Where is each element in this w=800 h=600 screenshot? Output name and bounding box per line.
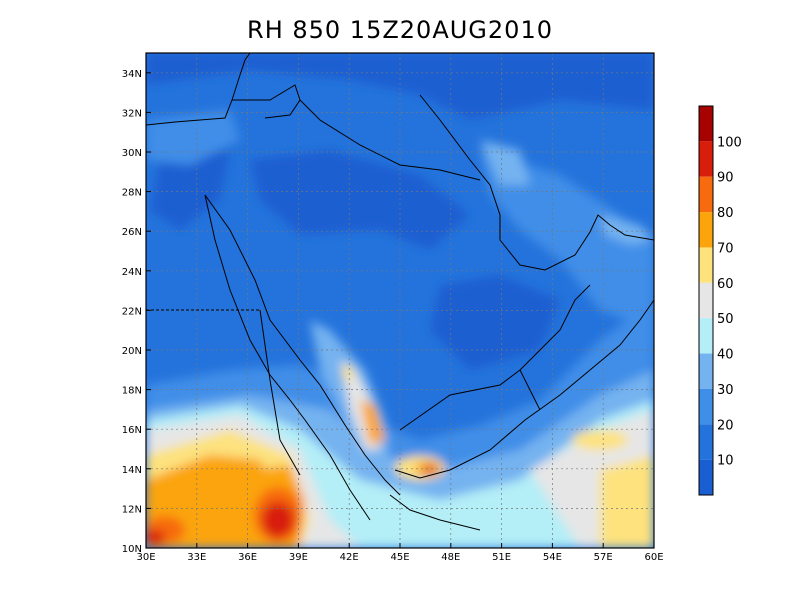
colorbar-label: 70 [717, 241, 734, 256]
coastlines-borders [146, 53, 654, 531]
lat-tick-label: 18N [122, 386, 142, 397]
field-dry-empty-quarter [430, 275, 560, 370]
lat-tick-label: 10N [122, 544, 142, 555]
colorbar-segment [699, 282, 713, 319]
colorbar-segment [699, 247, 713, 283]
lon-tick-label: 45E [390, 552, 409, 563]
field-dry-north [146, 53, 654, 120]
map-title: RH 850 15Z20AUG2010 [247, 16, 553, 44]
colorbar-label: 40 [717, 348, 734, 363]
coast-redsea-east [204, 194, 401, 496]
field-yemen-90 [423, 465, 437, 473]
colorbar-frame [698, 105, 714, 496]
colorbar-label: 50 [717, 312, 734, 327]
field-70-patch [572, 430, 628, 450]
lat-tick-label: 32N [122, 108, 142, 119]
lon-tick-label: 54E [543, 552, 562, 563]
lon-tick-label: 51E [492, 552, 511, 563]
border-oman [519, 284, 591, 371]
lat-tick-label: 20N [122, 346, 142, 357]
colorbar-label: 100 [717, 135, 742, 150]
colorbar-segment [699, 106, 713, 142]
lat-tick-label: 14N [122, 465, 142, 476]
lat-tick-label: 28N [122, 188, 142, 199]
field-100-highlands [262, 502, 294, 538]
lon-tick-label: 36E [238, 552, 257, 563]
border-iraq-saudi [299, 99, 481, 181]
border-iraq-iran [419, 94, 471, 161]
lat-tick-label: 30N [122, 148, 142, 159]
field-moist-kuwait [480, 140, 530, 185]
lat-tick-label: 22N [122, 306, 142, 317]
colorbar-segment [699, 176, 713, 213]
border-iraq-syria [232, 84, 301, 119]
latitude-axis: 10N 12N 14N 16N 18N 20N 22N 24N 26N 28N 30N 32N 34N [122, 69, 151, 555]
longitude-axis: 30E 33E 36E 39E 42E 45E 48E 51E 54E 57E 60E [136, 543, 664, 563]
lat-tick-label: 12N [122, 504, 142, 515]
lon-tick-label: 39E [289, 552, 308, 563]
lon-tick-label: 48E [441, 552, 460, 563]
coast-gulf [469, 159, 654, 271]
humidity-field [146, 53, 654, 548]
lon-tick-label: 30E [136, 552, 155, 563]
field-100-sw [146, 530, 165, 546]
field-moist-gulf [480, 150, 654, 330]
colorbar-label: 60 [717, 277, 734, 292]
colorbar-label: 10 [717, 454, 734, 469]
colorbar-segment [699, 212, 713, 248]
colorbar-label: 80 [717, 206, 734, 221]
lat-tick-label: 16N [122, 425, 142, 436]
coast-south-arabia [394, 299, 654, 479]
lat-tick-label: 26N [122, 227, 142, 238]
colorbar-label: 20 [717, 418, 734, 433]
field-70-east [600, 455, 654, 548]
colorbar-label: 30 [717, 383, 734, 398]
lon-tick-label: 60E [644, 552, 663, 563]
border-yemen-saudi [399, 369, 541, 431]
colorbar-segment [699, 388, 713, 425]
lon-tick-label: 57E [594, 552, 613, 563]
lat-tick-label: 34N [122, 69, 142, 80]
colorbar-segment [699, 141, 713, 177]
colorbar-segment [699, 318, 713, 354]
lon-tick-label: 42E [340, 552, 359, 563]
field-redsea-80 [360, 400, 385, 445]
colorbar-label: 90 [717, 171, 734, 186]
field-dry-central [250, 150, 470, 250]
coast-redsea-west [204, 194, 371, 521]
lon-tick-label: 33E [187, 552, 206, 563]
field-moist-med [146, 110, 240, 165]
field-dry-levant [150, 150, 230, 230]
coast-med [146, 53, 251, 126]
border-sudan-eritrea [259, 309, 301, 476]
colorbar: 10 20 30 40 50 60 70 80 90 100 [698, 105, 742, 496]
colorbar-segment [699, 424, 713, 460]
coast-somalia [389, 494, 481, 531]
lat-tick-label: 24N [122, 267, 142, 278]
field-redsea-70 [343, 365, 353, 381]
colorbar-segment [699, 459, 713, 495]
colorbar-segment [699, 353, 713, 389]
